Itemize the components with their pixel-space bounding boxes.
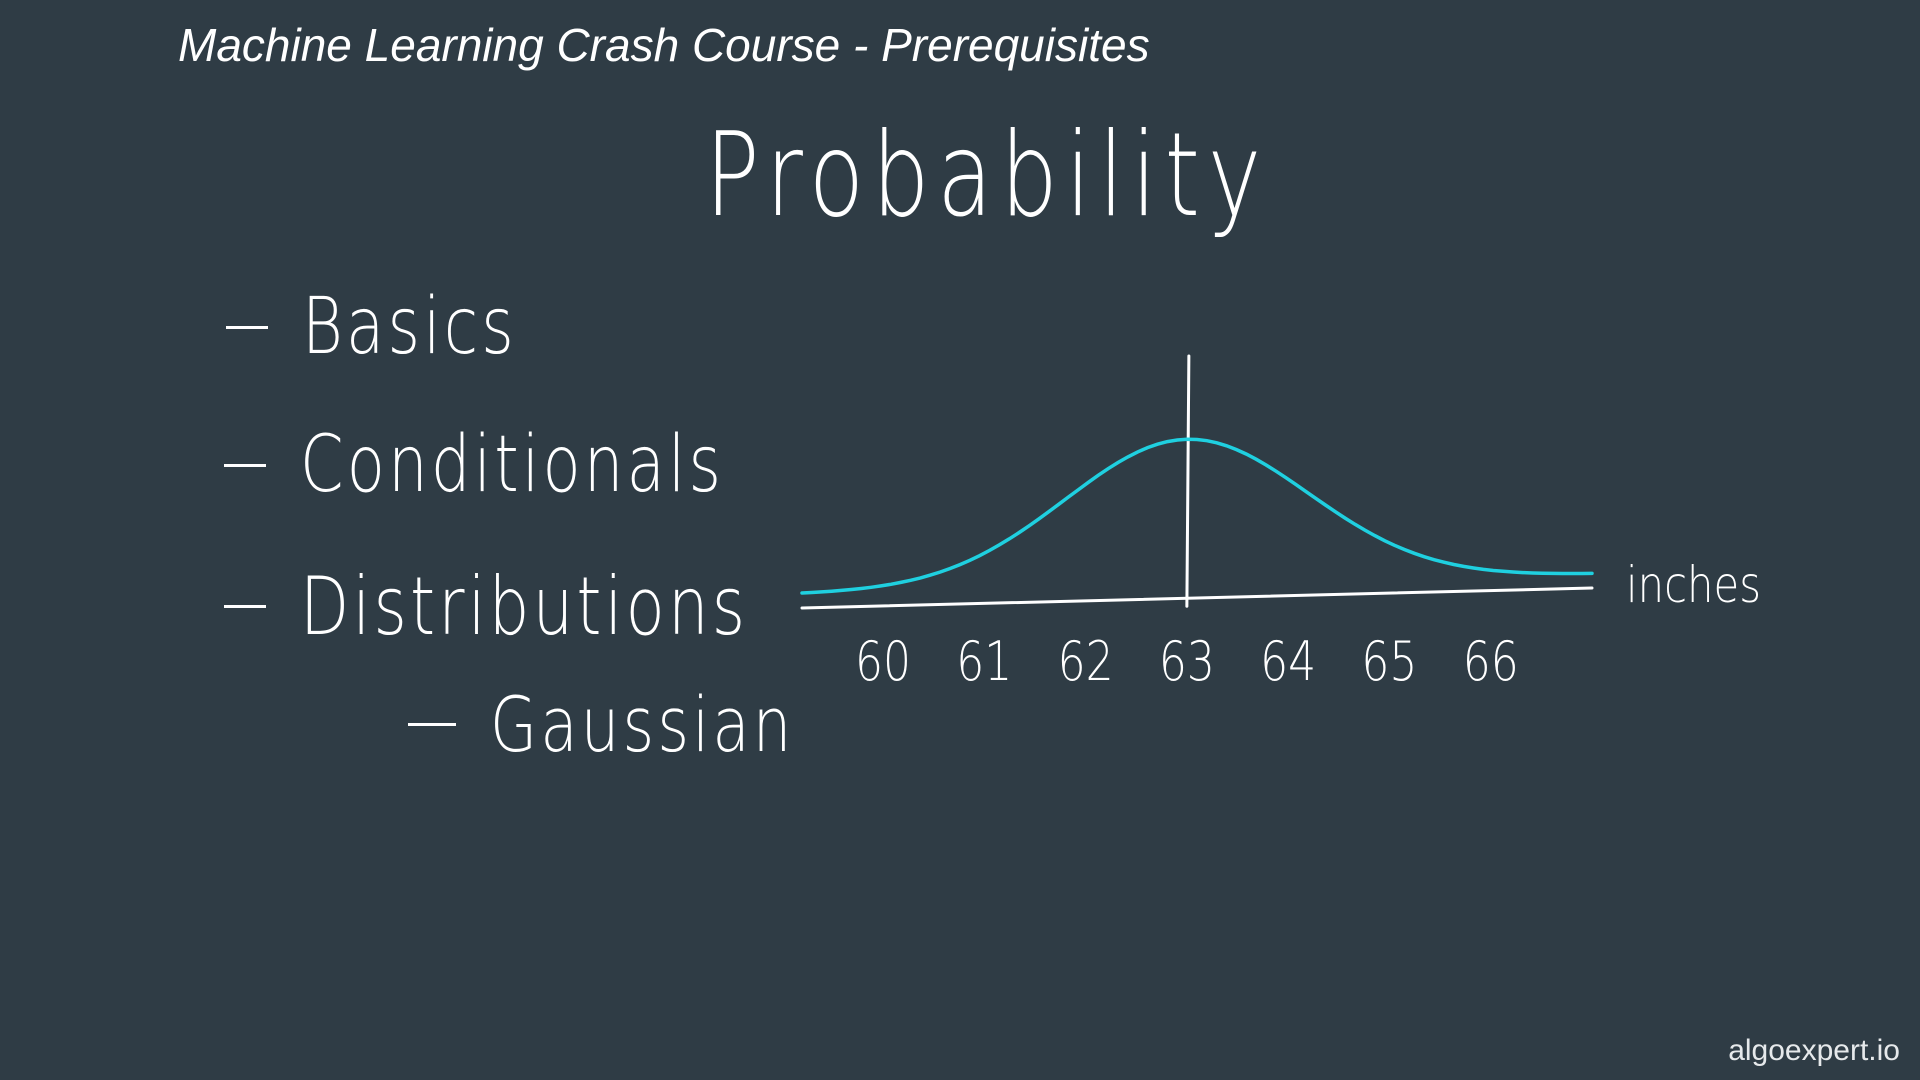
bullet-dash (224, 463, 266, 467)
tick-label: 65 (1361, 630, 1417, 693)
bullet-dash (408, 723, 456, 726)
bullet-dash (224, 605, 266, 608)
mean-line (1185, 354, 1191, 608)
slide-heading: Probability (705, 108, 1270, 243)
tick-label: 66 (1463, 630, 1519, 693)
bullet-label: Distributions (300, 560, 749, 653)
x-axis-label: inches (1626, 556, 1761, 614)
bullet-label: Conditionals (300, 420, 725, 510)
tick-label: 62 (1058, 630, 1114, 693)
tick-label: 63 (1159, 630, 1215, 693)
chart-canvas: 60 61 62 63 64 65 66 inches (800, 354, 1761, 693)
course-title: Machine Learning Crash Course - Prerequi… (178, 19, 1150, 71)
tick-label: 60 (855, 630, 911, 693)
bullet-distributions: Distributions (224, 560, 860, 653)
gaussian-distribution-chart: 60 61 62 63 64 65 66 inches (780, 340, 1780, 720)
bullet-label: Gaussian (490, 680, 795, 769)
gaussian-curve (800, 437, 1594, 595)
sub-bullet-gaussian: Gaussian (408, 680, 871, 769)
bullet-conditionals: Conditionals (224, 420, 830, 510)
tick-labels: 60 61 62 63 64 65 66 (855, 630, 1519, 693)
bullet-label: Basics (302, 282, 517, 372)
watermark: algoexpert.io (1728, 1034, 1900, 1067)
tick-label: 61 (956, 630, 1012, 693)
x-axis (800, 586, 1594, 610)
tick-label: 64 (1260, 630, 1316, 693)
bullet-dash (226, 325, 268, 329)
bullet-basics: Basics (226, 282, 571, 372)
